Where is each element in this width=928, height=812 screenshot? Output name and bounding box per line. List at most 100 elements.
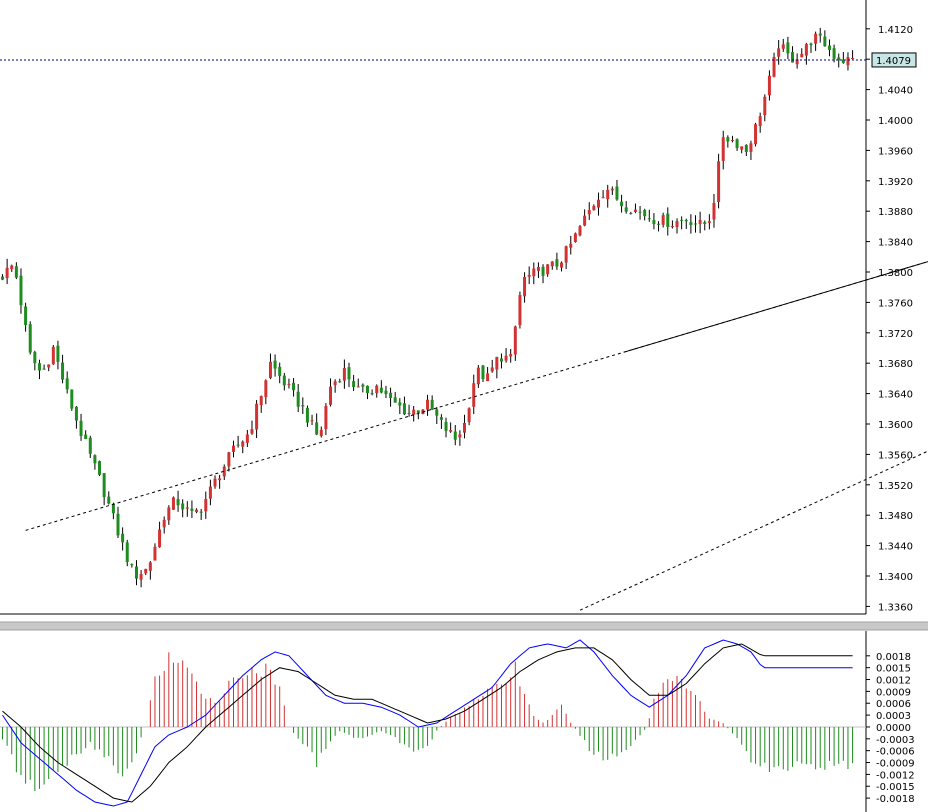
candle-body-bear — [65, 378, 69, 390]
candle-body-bull — [846, 57, 850, 66]
candle-body-bull — [426, 399, 430, 410]
candle-body-bull — [139, 574, 143, 580]
candle-body-bull — [412, 409, 416, 415]
price-tick-label: 1.3400 — [878, 572, 913, 583]
price-tick-label: 1.4120 — [878, 25, 913, 36]
price-tick-label: 1.3920 — [878, 177, 913, 188]
candle-body-bull — [208, 486, 212, 499]
candle-body-bull — [772, 57, 776, 77]
candle-body-bull — [241, 441, 245, 447]
current-price-marker: 1.4079 — [0, 52, 917, 68]
candle-body-bull — [486, 373, 490, 382]
candle-body-bear — [315, 422, 319, 435]
upper-channel-trendline-solid — [623, 261, 928, 353]
macd-tick-label: 0.0006 — [876, 699, 911, 710]
candle-body-bull — [463, 422, 466, 433]
candle-body-bull — [356, 386, 360, 388]
candle-body-bear — [541, 266, 545, 276]
candle-body-bull — [259, 396, 263, 406]
candle-body-bear — [1, 276, 4, 280]
candle-body-bear — [370, 393, 374, 395]
candle-body-bear — [93, 455, 97, 464]
candle-body-bear — [111, 503, 115, 514]
candle-body-bull — [560, 262, 564, 268]
macd-tick-label: -0.0015 — [876, 782, 915, 793]
candle-body-bull — [633, 209, 637, 212]
price-tick-label: 1.3480 — [878, 511, 913, 522]
candle-body-bull — [536, 266, 540, 271]
candle-body-bull — [51, 346, 55, 365]
candle-body-bull — [167, 507, 171, 521]
candle-body-bull — [375, 385, 379, 394]
candle-body-bear — [70, 389, 74, 409]
candle-body-bull — [532, 268, 536, 277]
candle-body-bear — [176, 499, 180, 506]
candle-body-bull — [329, 386, 333, 405]
candle-body-bull — [698, 219, 702, 225]
candle-body-bear — [24, 306, 28, 326]
candle-body-bull — [587, 210, 591, 215]
candle-body-bull — [527, 274, 531, 277]
candle-body-bull — [763, 96, 767, 116]
candles — [1, 27, 855, 588]
price-tick-label: 1.3720 — [878, 329, 913, 340]
candle-body-bear — [88, 437, 92, 454]
macd-tick-label: 0.0015 — [876, 664, 911, 675]
macd-tick-label: 0.0018 — [876, 652, 911, 663]
candle-body-bull — [814, 33, 818, 44]
candle-body-bear — [555, 259, 559, 267]
macd-tick-label: -0.0018 — [876, 794, 915, 805]
candle-body-bull — [213, 478, 217, 487]
candle-body-bull — [342, 368, 346, 381]
macd-histogram — [0, 652, 866, 792]
candle-body-bear — [827, 45, 831, 51]
price-tick-label: 1.4000 — [878, 116, 913, 127]
candle-body-bull — [264, 380, 268, 398]
candle-body-bull — [610, 188, 614, 191]
candle-body-bear — [657, 223, 661, 225]
candle-body-bear — [199, 511, 203, 513]
candle-body-bear — [361, 384, 365, 387]
candle-body-bull — [162, 519, 166, 528]
candle-body-bear — [647, 218, 651, 220]
candle-body-bear — [638, 211, 642, 213]
candle-body-bull — [596, 199, 600, 208]
candle-body-bull — [250, 429, 254, 434]
candle-body-bull — [721, 137, 725, 161]
candle-body-bear — [282, 375, 286, 386]
candle-body-bear — [684, 220, 688, 222]
candle-body-bull — [804, 44, 808, 56]
candle-body-bull — [546, 264, 550, 275]
pane-separator[interactable] — [0, 622, 928, 630]
candle-body-bear — [389, 392, 393, 398]
candle-body-bull — [800, 53, 804, 58]
candle-body-bear — [786, 42, 790, 54]
candle-body-bull — [749, 143, 753, 152]
candle-body-bear — [292, 382, 296, 391]
candle-body-bear — [301, 405, 305, 407]
candle-body-bear — [620, 201, 624, 207]
candle-body-bull — [232, 445, 235, 452]
price-tick-label: 1.3600 — [878, 420, 913, 431]
macd-tick-label: -0.0009 — [876, 759, 915, 770]
candle-body-bear — [444, 422, 448, 431]
candle-body-bull — [717, 161, 721, 202]
macd-tick-label: 0.0009 — [876, 687, 911, 698]
candle-body-bear — [680, 219, 684, 221]
candle-body-bear — [791, 52, 795, 63]
price-tick-label: 1.3840 — [878, 238, 913, 249]
candle-body-bull — [661, 215, 665, 225]
candle-body-bull — [158, 529, 162, 548]
candle-body-bull — [504, 355, 508, 361]
candle-body-bull — [601, 197, 605, 199]
candle-body-bear — [19, 275, 23, 306]
candle-body-bull — [171, 497, 175, 510]
candle-body-bull — [204, 498, 208, 512]
macd-signal-line — [2, 643, 853, 803]
candle-body-bear — [726, 137, 730, 142]
candle-body-bear — [435, 409, 439, 416]
candle-body-bear — [809, 43, 813, 46]
candle-body-bear — [84, 434, 88, 439]
candle-body-bear — [499, 358, 503, 362]
candle-body-bear — [278, 366, 282, 377]
